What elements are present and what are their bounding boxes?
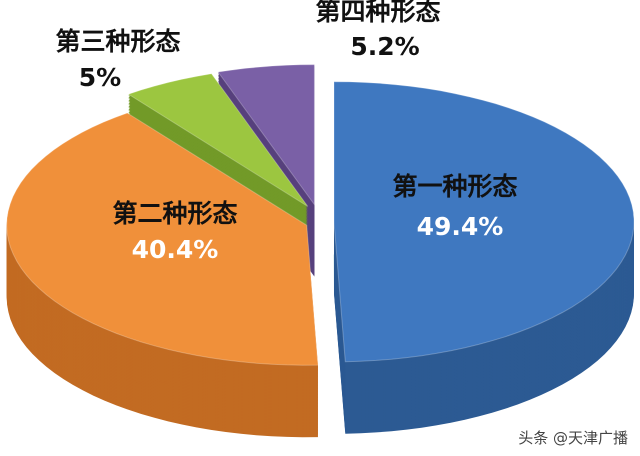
value-label: 5% <box>79 63 121 92</box>
slice-third-form-top <box>127 73 309 207</box>
category-label: 第二种形态 <box>112 199 237 228</box>
slice-fourth-form-top <box>217 64 315 207</box>
value-label: 40.4% <box>132 235 219 264</box>
value-label: 5.2% <box>350 32 419 61</box>
category-label: 第四种形态 <box>315 0 440 26</box>
category-label: 第一种形态 <box>392 172 517 201</box>
watermark: 头条 @天津广播 <box>518 429 628 447</box>
slice-first-form-top <box>333 81 635 363</box>
slice-second-form-top <box>6 112 319 366</box>
value-label: 49.4% <box>417 212 504 241</box>
category-label: 第三种形态 <box>55 27 180 56</box>
